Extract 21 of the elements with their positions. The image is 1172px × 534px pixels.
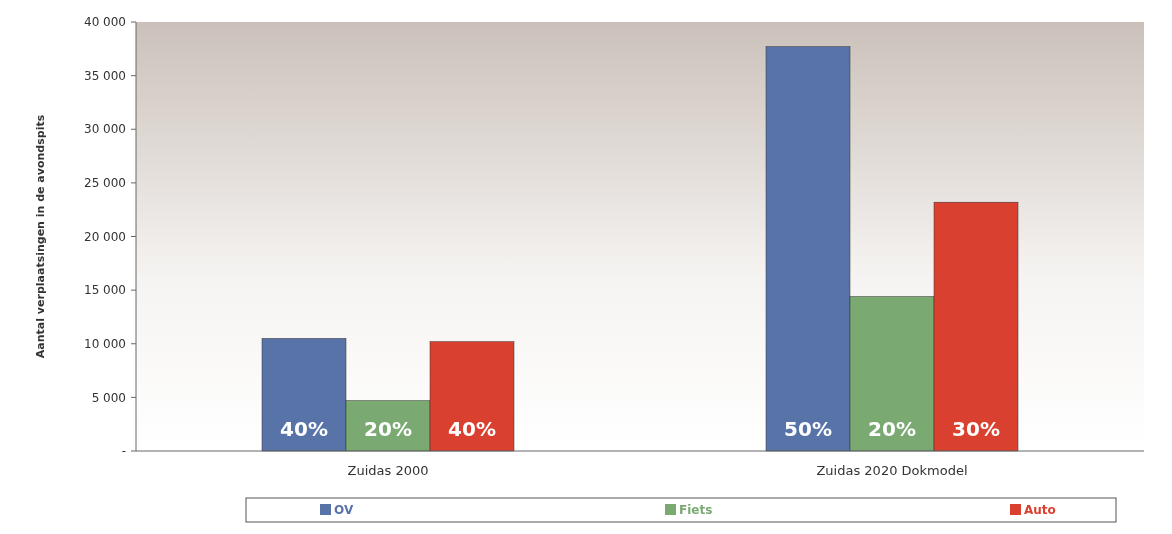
text: OV — [334, 503, 354, 517]
annotation: 50% — [784, 417, 832, 441]
y-tick-label: 35 000 — [84, 68, 126, 83]
y-tick-label: 15 000 — [84, 283, 126, 298]
x-tick-label: Zuidas 2000 — [347, 463, 429, 478]
y-tick-label: - — [121, 444, 126, 459]
annotation: 20% — [364, 417, 412, 441]
annotation: 40% — [448, 417, 496, 441]
y-tick-label: 5 000 — [91, 390, 126, 405]
annotation: 40% — [280, 417, 328, 441]
y-tick-label: 20 000 — [84, 229, 126, 244]
legend-label: Auto — [1024, 503, 1056, 517]
y-tick-label: 25 000 — [84, 176, 126, 191]
x-tick-label: Zuidas 2020 Dokmodel — [816, 463, 968, 478]
y-tick-label: 30 000 — [84, 122, 126, 137]
annotation: 20% — [868, 417, 916, 441]
y-axis-title: Aantal verplaatsingen in de avondspits — [34, 114, 47, 359]
legend-label: Fiets — [679, 503, 713, 517]
y-tick-label: 10 000 — [84, 336, 126, 351]
y-tick-label: 40 000 — [84, 15, 126, 30]
annotation: 30% — [952, 417, 1000, 441]
